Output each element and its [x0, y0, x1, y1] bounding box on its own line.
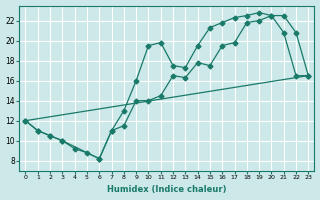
X-axis label: Humidex (Indice chaleur): Humidex (Indice chaleur) — [107, 185, 227, 194]
